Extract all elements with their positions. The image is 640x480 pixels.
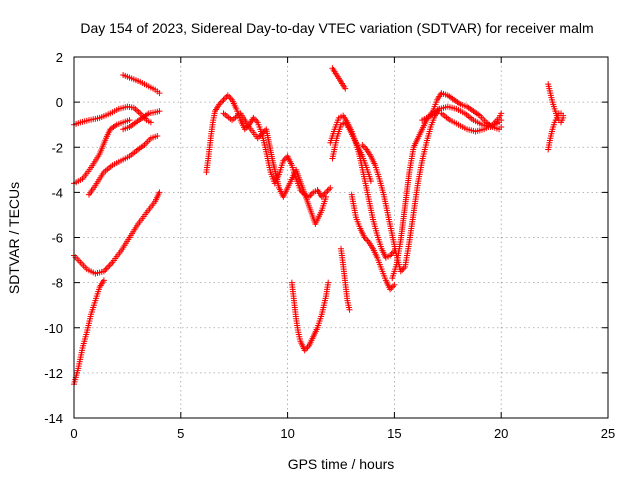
series-arc-2 xyxy=(71,117,133,187)
data-point xyxy=(105,263,112,270)
series-arc-6 xyxy=(71,189,163,277)
chart-title: Day 154 of 2023, Sidereal Day-to-day VTE… xyxy=(80,20,593,36)
data-point xyxy=(391,281,398,288)
data-point xyxy=(156,189,163,196)
data-point xyxy=(219,98,226,105)
data-point xyxy=(498,123,505,130)
series-arc-4 xyxy=(120,108,163,133)
data-point xyxy=(325,186,332,193)
data-point xyxy=(154,132,161,139)
series-arc-13 xyxy=(338,245,353,313)
series-arc-1 xyxy=(71,103,154,128)
data-point xyxy=(108,260,115,267)
series-arc-10 xyxy=(288,279,332,354)
series-arc-14 xyxy=(348,191,398,293)
data-point xyxy=(156,108,163,115)
data-points xyxy=(71,65,567,388)
y-tick-label: -6 xyxy=(51,231,63,246)
series-arc-7 xyxy=(71,277,107,388)
series-arc-5 xyxy=(120,72,163,97)
data-point xyxy=(325,279,332,286)
data-point xyxy=(156,90,163,97)
data-point xyxy=(346,306,353,313)
y-tick-label: 2 xyxy=(56,50,63,65)
data-point xyxy=(560,112,567,119)
x-tick-label: 0 xyxy=(70,426,77,441)
series-arc-15 xyxy=(329,65,349,92)
data-point xyxy=(221,95,228,102)
data-point xyxy=(321,190,328,197)
data-point xyxy=(100,277,107,284)
x-tick-label: 5 xyxy=(177,426,184,441)
data-point xyxy=(498,110,505,117)
data-point xyxy=(367,178,374,185)
grid-lines xyxy=(74,57,608,418)
y-tick-label: -2 xyxy=(51,140,63,155)
y-tick-label: 0 xyxy=(56,95,63,110)
data-point xyxy=(324,187,331,194)
series-arc-21 xyxy=(545,110,567,153)
data-point xyxy=(327,184,334,191)
series-arc-19 xyxy=(438,110,505,135)
series-arc-8 xyxy=(203,92,334,200)
data-point xyxy=(147,119,154,126)
y-tick-label: -14 xyxy=(44,411,63,426)
plot-frame xyxy=(73,56,609,419)
x-tick-label: 25 xyxy=(601,426,615,441)
series-arc-12 xyxy=(329,119,374,185)
data-point xyxy=(220,96,227,103)
data-point xyxy=(226,93,233,100)
data-point xyxy=(106,262,113,269)
data-point xyxy=(388,251,395,258)
data-point xyxy=(224,92,231,99)
data-point xyxy=(126,117,133,124)
x-tick-label: 15 xyxy=(387,426,401,441)
y-tick-label: -10 xyxy=(44,321,63,336)
data-point xyxy=(323,193,330,200)
series-arc-9 xyxy=(220,110,330,227)
x-tick-label: 10 xyxy=(280,426,294,441)
data-point xyxy=(342,85,349,92)
series-arc-3 xyxy=(85,132,161,198)
axis-ticks: 0 5 10 15 20 25 -14 -12 -10 -8 -6 -4 -2 0 2 xyxy=(44,50,615,441)
y-tick-label: -12 xyxy=(44,366,63,381)
data-point xyxy=(103,265,110,272)
x-axis-label: GPS time / hours xyxy=(288,456,395,472)
y-tick-label: -8 xyxy=(51,276,63,291)
data-point xyxy=(389,283,396,290)
y-tick-label: -4 xyxy=(51,185,63,200)
y-axis-label: SDTVAR / TECUs xyxy=(6,182,22,294)
x-tick-label: 20 xyxy=(494,426,508,441)
